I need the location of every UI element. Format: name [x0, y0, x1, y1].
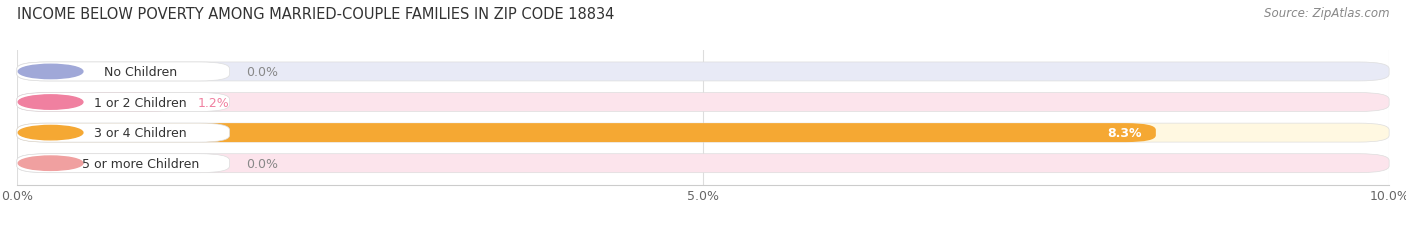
FancyBboxPatch shape [17, 124, 229, 143]
FancyBboxPatch shape [17, 124, 1389, 143]
Circle shape [18, 126, 83, 140]
Text: 8.3%: 8.3% [1108, 127, 1142, 140]
Text: INCOME BELOW POVERTY AMONG MARRIED-COUPLE FAMILIES IN ZIP CODE 18834: INCOME BELOW POVERTY AMONG MARRIED-COUPL… [17, 7, 614, 22]
Text: Source: ZipAtlas.com: Source: ZipAtlas.com [1264, 7, 1389, 20]
FancyBboxPatch shape [17, 154, 1389, 173]
Text: 0.0%: 0.0% [246, 157, 278, 170]
FancyBboxPatch shape [17, 93, 229, 112]
FancyBboxPatch shape [17, 124, 1156, 143]
Text: 1 or 2 Children: 1 or 2 Children [94, 96, 187, 109]
FancyBboxPatch shape [17, 93, 181, 112]
FancyBboxPatch shape [17, 93, 1389, 112]
FancyBboxPatch shape [17, 154, 229, 173]
Text: 0.0%: 0.0% [246, 66, 278, 79]
Text: 3 or 4 Children: 3 or 4 Children [94, 127, 187, 140]
Circle shape [18, 156, 83, 171]
Text: 1.2%: 1.2% [198, 96, 229, 109]
Text: 5 or more Children: 5 or more Children [82, 157, 198, 170]
FancyBboxPatch shape [17, 63, 1389, 82]
FancyBboxPatch shape [17, 63, 229, 82]
Circle shape [18, 95, 83, 110]
Text: No Children: No Children [104, 66, 177, 79]
Circle shape [18, 65, 83, 79]
